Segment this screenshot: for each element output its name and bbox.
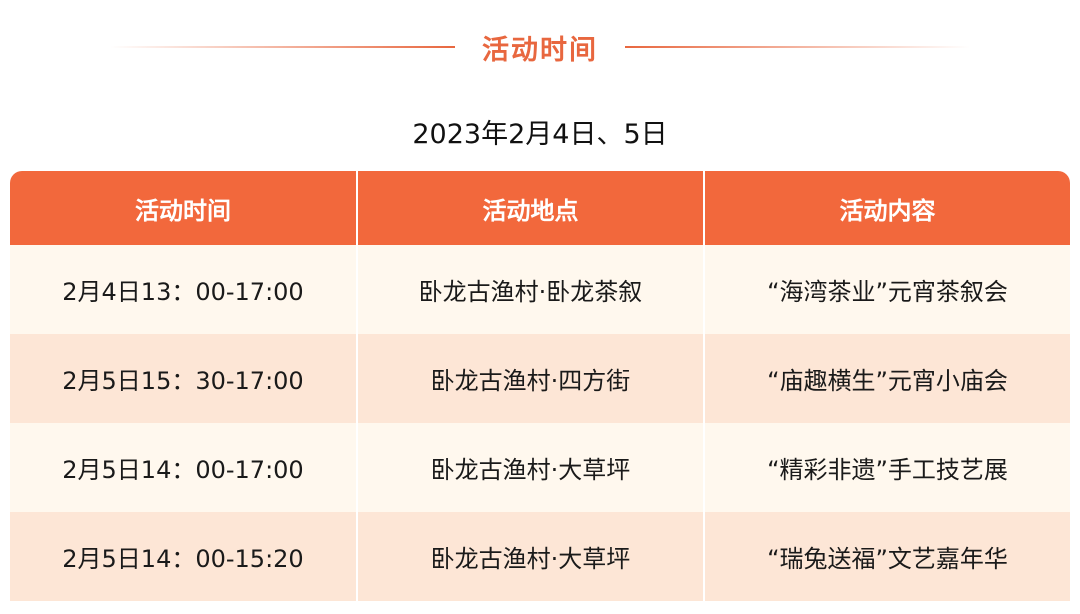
table-row: 2月4日13：00-17:00 卧龙古渔村·卧龙茶叙 “海湾茶业”元宵茶叙会 [10,245,1070,334]
cell-content: “瑞兔送福”文艺嘉年华 [705,512,1070,601]
cell-content: “精彩非遗”手工技艺展 [705,423,1070,512]
cell-time: 2月4日13：00-17:00 [10,245,358,334]
cell-location: 卧龙古渔村·大草坪 [358,423,705,512]
event-date: 2023年2月4日、5日 [412,119,668,150]
title-divider-right [625,46,970,48]
table-header: 活动时间 活动地点 活动内容 [10,171,1070,245]
title-divider-left [110,46,455,48]
cell-location: 卧龙古渔村·四方街 [358,334,705,423]
schedule-table: 活动时间 活动地点 活动内容 2月4日13：00-17:00 卧龙古渔村·卧龙茶叙… [10,171,1070,601]
cell-time: 2月5日14：00-17:00 [10,423,358,512]
header-time: 活动时间 [10,171,358,245]
table-row: 2月5日15：30-17:00 卧龙古渔村·四方街 “庙趣横生”元宵小庙会 [10,334,1070,423]
cell-content: “海湾茶业”元宵茶叙会 [705,245,1070,334]
cell-time: 2月5日15：30-17:00 [10,334,358,423]
cell-location: 卧龙古渔村·大草坪 [358,512,705,601]
header-location: 活动地点 [358,171,705,245]
header-content: 活动内容 [705,171,1070,245]
cell-content: “庙趣横生”元宵小庙会 [705,334,1070,423]
table-row: 2月5日14：00-17:00 卧龙古渔村·大草坪 “精彩非遗”手工技艺展 [10,423,1070,512]
cell-location: 卧龙古渔村·卧龙茶叙 [358,245,705,334]
cell-time: 2月5日14：00-15:20 [10,512,358,601]
table-row: 2月5日14：00-15:20 卧龙古渔村·大草坪 “瑞兔送福”文艺嘉年华 [10,512,1070,601]
section-title: 活动时间 [482,35,598,66]
